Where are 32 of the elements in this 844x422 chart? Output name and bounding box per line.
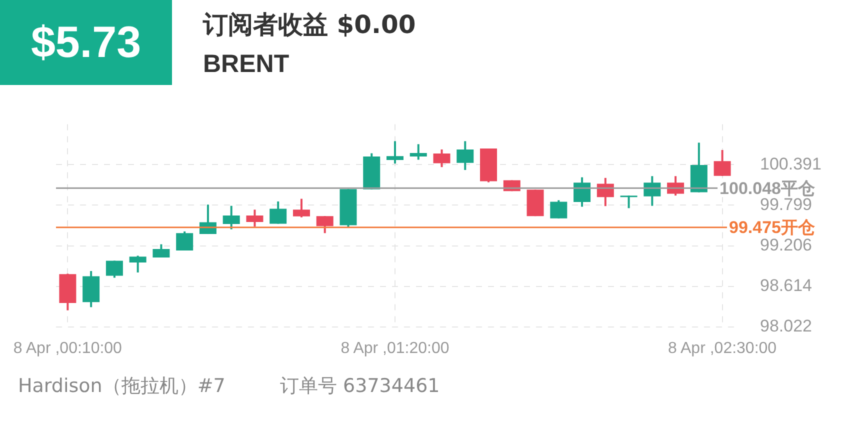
x-tick-label: 8 Apr ,01:20:00 [340,340,450,357]
candlestick [620,194,638,210]
candlestick [316,215,334,234]
candlestick [433,148,450,168]
ref-line-label: 100.048平仓 [720,178,816,198]
candlestick [456,140,474,171]
chart-subtitle: BRENT [203,50,290,79]
candlestick [129,254,146,274]
x-tick-label: 8 Apr ,00:10:00 [13,340,122,357]
y-tick-label: 99.206 [760,235,812,254]
text: 订单号 63734461 [280,374,440,399]
candlestick [106,260,123,279]
text: Hardison（拖拉机）#7 [18,374,226,399]
y-tick-label: 98.022 [760,316,812,336]
candlestick [644,175,661,207]
x-tick-label: 8 Apr ,02:30:00 [668,340,777,357]
candlestick [222,204,240,230]
candlestick [246,208,264,228]
text: $5.73 [0,0,172,85]
y-tick-label: 100.391 [760,154,822,174]
candlestick [292,198,310,218]
candlestick [574,176,591,208]
candlestick [176,230,194,252]
ref-line-label: 99.475开仓 [729,218,816,238]
chart-title: 订阅者收益 $0.00 [203,9,416,41]
candlestick [386,140,404,165]
candlestick [270,200,287,225]
candlestick [714,148,731,177]
candlestick [410,143,427,161]
candlestick [152,243,170,258]
y-tick-label: 98.614 [760,276,812,295]
candlestick [550,199,568,220]
